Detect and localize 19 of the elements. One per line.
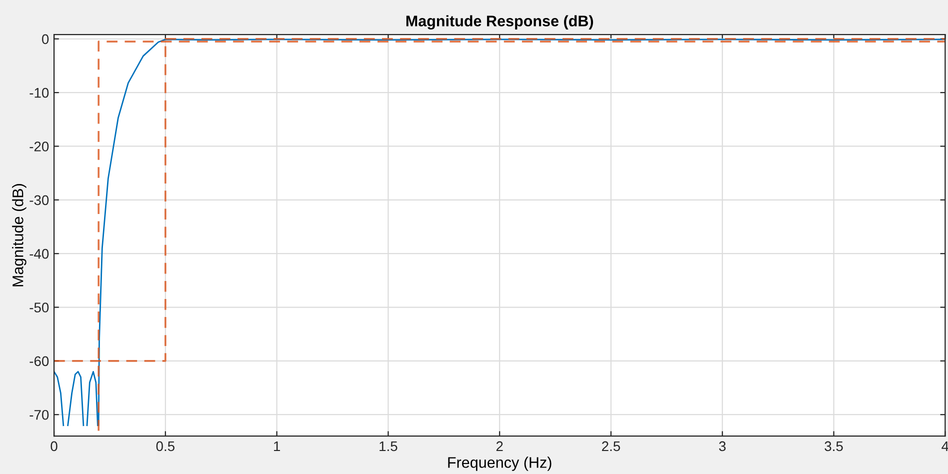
y-tick-label: 0 <box>42 34 49 44</box>
x-tick-label: 3.5 <box>824 441 843 452</box>
x-tick-label: 2.5 <box>602 441 620 452</box>
y-tick-label: -40 <box>30 248 49 259</box>
y-tick-label: -60 <box>30 356 49 366</box>
y-tick-label: -10 <box>30 88 49 98</box>
chart-title: Magnitude Response (dB) <box>406 15 594 30</box>
y-tick-label: -20 <box>30 142 49 152</box>
y-tick-label: -70 <box>30 410 49 420</box>
x-tick-label: 0.5 <box>156 441 174 452</box>
x-tick-label: 2 <box>496 441 503 452</box>
x-tick-label: 1 <box>274 441 280 452</box>
x-tick-label: 1.5 <box>380 441 398 452</box>
x-tick-label: 3 <box>719 441 726 452</box>
y-tick-label: -50 <box>30 302 49 312</box>
y-axis-title: Magnitude (dB) <box>12 184 26 286</box>
x-axis-title: Frequency (Hz) <box>448 456 552 471</box>
y-tick-label: -30 <box>30 195 49 206</box>
x-tick-label: 0 <box>50 441 58 452</box>
